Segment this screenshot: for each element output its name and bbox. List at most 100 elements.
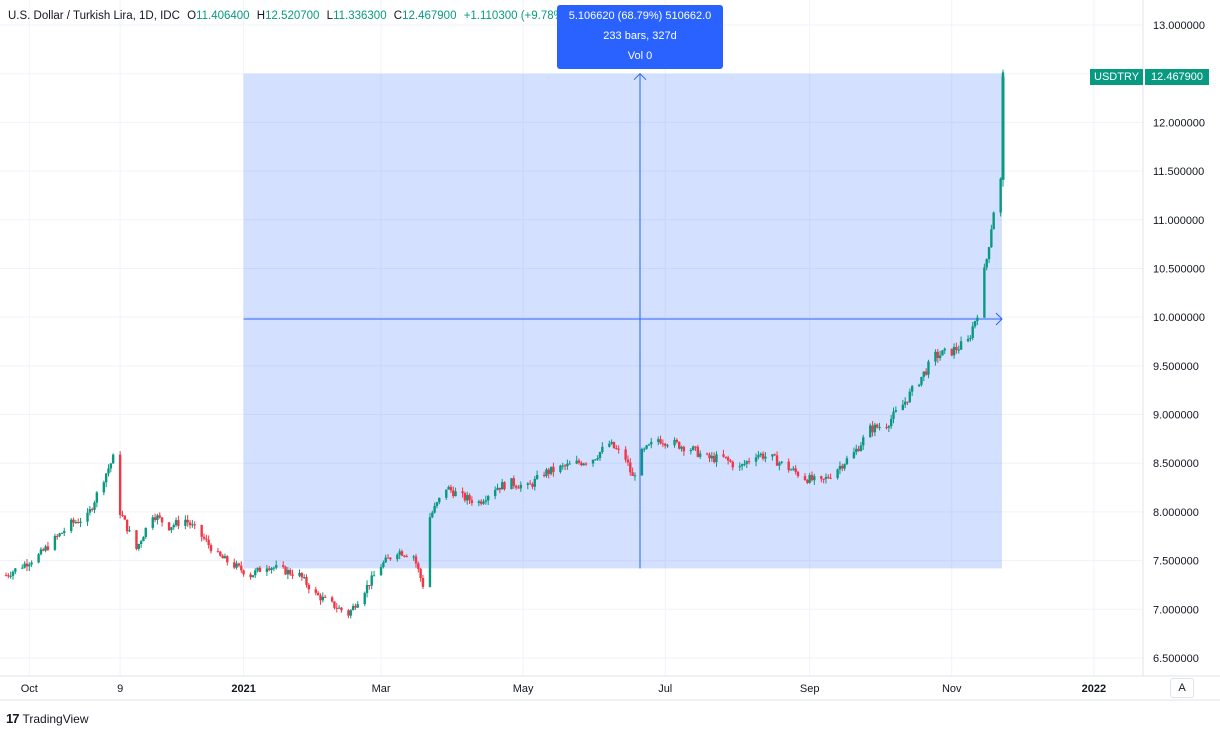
- candle-body: [743, 463, 746, 465]
- high-label: H: [256, 10, 266, 22]
- candle-body: [4, 575, 8, 577]
- candle-body: [647, 444, 651, 446]
- candle-body: [691, 446, 695, 450]
- candle-body: [549, 466, 553, 474]
- candle-body: [347, 610, 350, 616]
- y-tick-label: 7.000000: [1153, 604, 1199, 616]
- candle-body: [738, 466, 741, 468]
- candle-body: [708, 454, 711, 459]
- candle-body: [934, 351, 937, 362]
- candle-body: [275, 565, 278, 568]
- candle-body: [461, 491, 464, 494]
- candle-body: [431, 512, 434, 518]
- candle-body: [118, 454, 122, 515]
- close-value: 12.467900: [402, 10, 457, 22]
- open-value: 11.406400: [196, 10, 250, 22]
- candle-body: [759, 453, 762, 456]
- candle-body: [256, 567, 259, 571]
- candle-body: [845, 458, 849, 465]
- x-tick-label: Sep: [800, 683, 820, 695]
- low-label: L: [326, 10, 334, 22]
- candle-body: [710, 455, 714, 459]
- candle-body: [528, 483, 532, 485]
- candle-body: [365, 585, 369, 594]
- candle-body: [235, 563, 238, 568]
- candle-body: [104, 473, 108, 483]
- candle-body: [170, 527, 173, 531]
- candle-body: [535, 474, 539, 479]
- y-tick-label: 12.000000: [1153, 117, 1205, 129]
- candle-body: [466, 495, 469, 501]
- candle-body: [682, 446, 686, 452]
- candle-body: [552, 466, 555, 472]
- candle-body: [417, 563, 420, 569]
- candle-body: [827, 476, 830, 478]
- candle-body: [892, 411, 895, 419]
- y-tick-label: 13.000000: [1153, 20, 1205, 32]
- auto-scale-button[interactable]: A: [1170, 678, 1194, 698]
- y-tick-label: 11.500000: [1153, 166, 1204, 178]
- candle-body: [689, 449, 693, 452]
- close-label: C: [393, 10, 403, 22]
- candle-body: [321, 596, 325, 601]
- candle-body: [999, 178, 1002, 213]
- candle-body: [806, 480, 809, 483]
- candle-body: [563, 465, 567, 467]
- candle-body: [952, 346, 956, 356]
- candle-body: [927, 361, 930, 375]
- candle-body: [454, 491, 457, 497]
- candle-body: [452, 490, 455, 497]
- candle-body: [773, 454, 776, 456]
- tradingview-logo[interactable]: 17 TradingView: [6, 711, 89, 726]
- candle-body: [445, 489, 448, 498]
- candle-body: [77, 522, 80, 524]
- candle-body: [158, 515, 161, 518]
- candle-body: [678, 441, 681, 449]
- candle-body: [463, 493, 467, 501]
- candle-body: [314, 589, 318, 593]
- candle-body: [936, 351, 939, 359]
- candle-body: [370, 575, 373, 586]
- candle-body: [503, 482, 506, 490]
- candle-body: [335, 607, 338, 609]
- candle-body: [547, 469, 550, 474]
- candle-body: [957, 349, 960, 351]
- candle-body: [859, 445, 863, 452]
- candle-body: [400, 551, 404, 556]
- candle-body: [23, 563, 26, 568]
- candle-body: [794, 468, 797, 472]
- candle-body: [307, 584, 311, 590]
- candle-body: [813, 476, 816, 481]
- candle-body: [664, 443, 667, 446]
- candle-body: [86, 512, 89, 522]
- candle-body: [645, 445, 648, 449]
- candle-body: [629, 462, 632, 473]
- candle-body: [969, 337, 972, 339]
- candle-body: [792, 468, 795, 470]
- candle-body: [787, 461, 790, 471]
- candle-body: [484, 500, 488, 502]
- candle-body: [780, 461, 783, 463]
- candle-body: [740, 464, 744, 467]
- candle-body: [28, 564, 31, 567]
- candle-body: [14, 568, 17, 572]
- candle-body: [876, 424, 879, 428]
- candle-body: [128, 530, 131, 532]
- badge-symbol: USDTRY: [1090, 69, 1144, 85]
- candle-body: [379, 567, 383, 576]
- candle-body: [207, 539, 210, 546]
- candle-body: [219, 551, 222, 556]
- candle-body: [705, 453, 709, 455]
- candle-body: [657, 439, 660, 442]
- candle-body: [955, 346, 958, 351]
- candle-body: [650, 441, 653, 445]
- candle-body: [731, 461, 734, 468]
- candle-body: [7, 575, 10, 577]
- candle-body: [855, 448, 858, 453]
- candle-body: [987, 247, 991, 260]
- candle-body: [111, 454, 115, 464]
- candle-body: [894, 410, 898, 412]
- candle-body: [447, 486, 450, 490]
- candle-body: [11, 571, 15, 576]
